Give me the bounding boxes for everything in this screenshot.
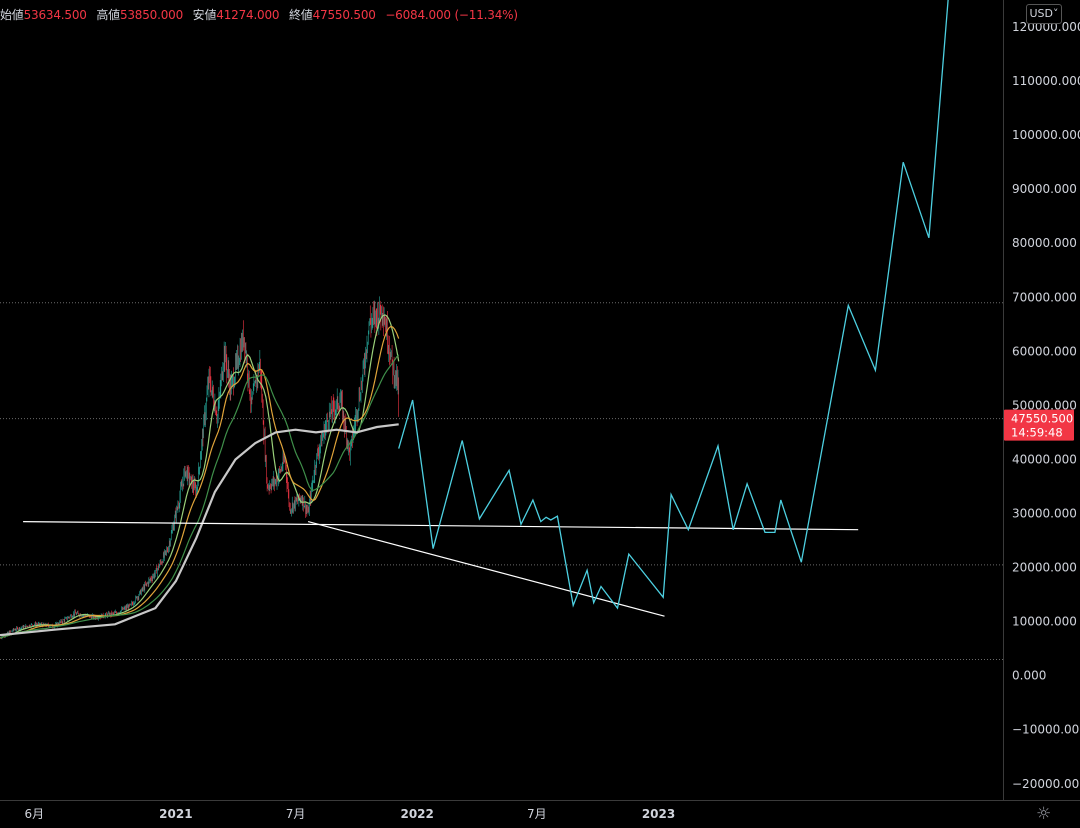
y-tick-label: 110000.000 (1012, 74, 1080, 88)
y-tick-label: 90000.000 (1012, 182, 1077, 196)
open-value: 53634.500 (23, 8, 87, 22)
y-tick-label: −10000.000 (1012, 723, 1080, 737)
x-tick-label: 2022 (400, 807, 433, 821)
last-price-value: 47550.500 (1011, 412, 1073, 426)
ma-short-line (0, 314, 400, 639)
close-value: 47550.500 (312, 8, 376, 22)
y-tick-label: 10000.000 (1012, 615, 1077, 629)
currency-button[interactable]: USD˅ (1026, 4, 1062, 24)
close-label: 終値 (288, 8, 313, 22)
x-tick-label: 6月 (25, 807, 45, 821)
x-tick-label: 7月 (527, 807, 547, 821)
low-value: 41274.000 (216, 8, 280, 22)
trendlines (23, 521, 859, 617)
projection-line (398, 0, 949, 610)
x-tick-label: 2021 (159, 807, 192, 821)
ma-long-line (0, 354, 400, 639)
countdown-value: 14:59:48 (1011, 426, 1063, 440)
ma-medium-line (0, 325, 400, 639)
y-tick-label: 70000.000 (1012, 290, 1077, 304)
high-value: 53850.000 (119, 8, 184, 22)
chevron-down-icon: ˅ (1053, 7, 1059, 20)
currency-label: USD (1029, 7, 1053, 20)
ohlc-legend: 始値53634.500 高値53850.000 安値41274.000 終値47… (0, 6, 524, 23)
y-tick-label: 100000.000 (1012, 128, 1080, 142)
trendline (23, 521, 859, 531)
gear-icon[interactable]: ☼ (1036, 804, 1052, 824)
high-label: 高値 (96, 8, 120, 22)
horizontal-levels (0, 302, 1003, 660)
y-tick-label: 40000.000 (1012, 452, 1077, 466)
ma-200-line (0, 423, 399, 637)
last-price-box (1004, 409, 1074, 441)
low-label: 安値 (192, 8, 217, 22)
x-tick-label: 7月 (286, 807, 306, 821)
x-tick-label: 2023 (642, 807, 675, 821)
y-tick-label: 20000.000 (1012, 561, 1077, 575)
open-label: 始値 (0, 8, 24, 22)
y-tick-label: −20000.000 (1012, 777, 1080, 791)
y-tick-label: 30000.000 (1012, 507, 1077, 521)
projection-path (398, 0, 949, 610)
y-tick-label: 0.000 (1012, 669, 1046, 683)
trendline (307, 521, 665, 617)
price-history (0, 296, 400, 640)
y-tick-label: 80000.000 (1012, 236, 1077, 250)
change-value: −6084.000 (−11.34%) (385, 8, 518, 22)
y-tick-label: 60000.000 (1012, 344, 1077, 358)
y-tick-label: 50000.000 (1012, 398, 1077, 412)
